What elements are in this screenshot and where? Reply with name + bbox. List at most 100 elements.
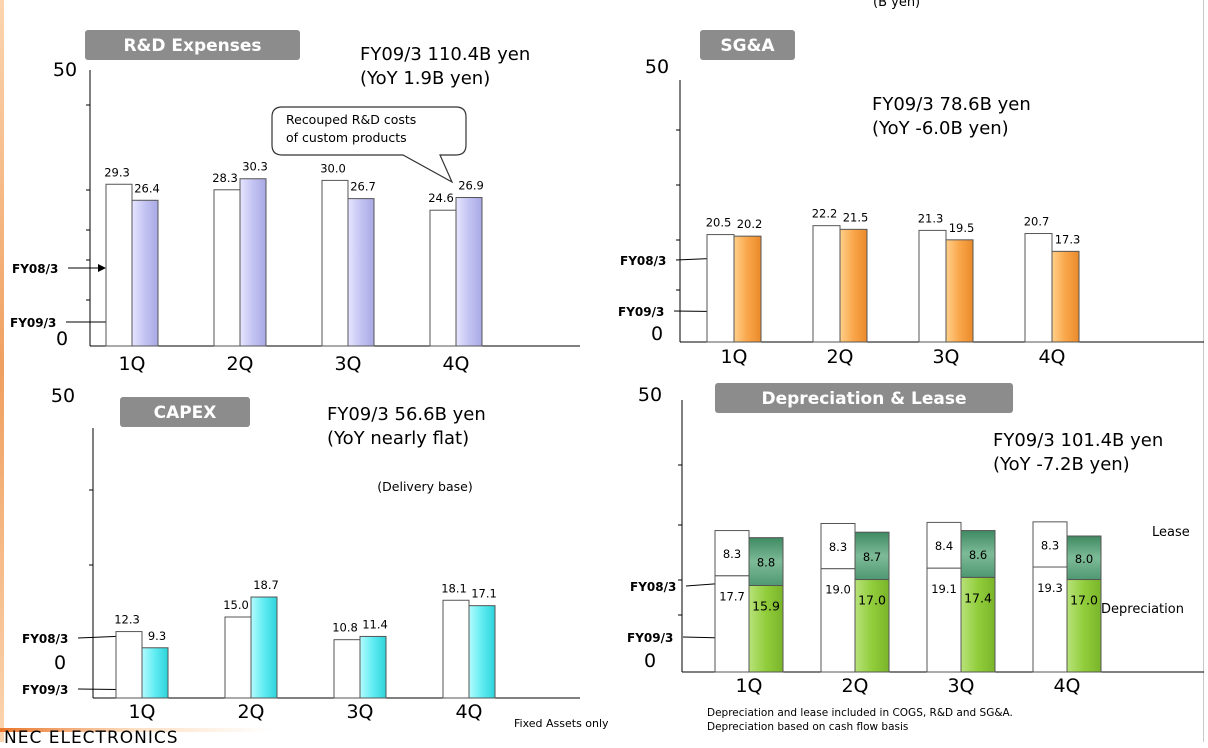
y-tick-label: 50 (645, 56, 669, 78)
bar-fy09 (733, 235, 762, 343)
y-tick-label: 50 (638, 384, 662, 406)
data-label-fy08: 30.0 (320, 161, 346, 175)
segment-label-depreciation: Depreciation (1101, 602, 1184, 617)
y-tick-label: 50 (53, 59, 77, 81)
chart-title: CAPEX (154, 403, 217, 423)
footnote: Depreciation and lease included in COGS,… (707, 707, 1013, 719)
data-label-fy09: 19.5 (949, 221, 975, 235)
annotation-yoy: (YoY -6.0B yen) (872, 118, 1009, 139)
x-tick-label: 2Q (226, 353, 253, 375)
annotation-yoy: (YoY -7.2B yen) (993, 454, 1130, 475)
data-label-fy08: 10.8 (332, 621, 358, 635)
x-tick-label: 3Q (932, 346, 959, 368)
bar-fy08 (429, 209, 457, 347)
x-tick-label: 1Q (128, 701, 155, 723)
x-tick-label: 4Q (442, 353, 469, 375)
bar-fy09 (250, 596, 278, 699)
unit-label: (B yen) (873, 0, 921, 10)
data-label-fy09-lease: 8.6 (969, 548, 987, 562)
bar-fy09 (839, 228, 868, 343)
data-label-fy08-lease: 8.3 (723, 547, 741, 561)
data-label-fy09-lease: 8.8 (757, 556, 775, 570)
bar-fy09 (468, 605, 496, 699)
data-label-fy09-lease: 8.7 (863, 550, 881, 564)
bar-fy08 (213, 189, 241, 347)
data-label-fy08: 20.5 (706, 216, 732, 230)
callout-text-line1: Recouped R&D costs (286, 112, 416, 127)
callout-text-line2: of custom products (286, 130, 407, 145)
bar-fy08 (321, 179, 349, 347)
bar-fy09 (141, 647, 169, 699)
x-tick-label: 2Q (237, 701, 264, 723)
bar-fy08 (1024, 233, 1053, 343)
data-label-fy09: 20.2 (737, 217, 763, 231)
y-tick-label: 0 (651, 323, 663, 345)
series-arrow-label: FY09/3 (627, 631, 673, 645)
data-label-fy09-depreciation: 17.4 (964, 590, 992, 605)
y-tick-label: 0 (644, 650, 656, 672)
chart-title-pill (120, 397, 250, 427)
bar-fy08 (224, 616, 252, 699)
bottom-accent-bar (0, 728, 270, 732)
chart-footnote: Fixed Assets only (514, 717, 609, 730)
data-label-fy08-lease: 8.4 (935, 539, 953, 553)
y-tick-label: 50 (51, 385, 75, 407)
bar-fy09 (347, 198, 375, 347)
data-label-fy09-lease: 8.0 (1075, 552, 1093, 566)
series-arrow-label: FY08/3 (22, 632, 68, 646)
annotation-total: FY09/3 78.6B yen (872, 94, 1031, 115)
segment-label-lease: Lease (1152, 525, 1190, 540)
bar-fy08-depreciation (820, 568, 856, 673)
bar-fy08-lease (820, 522, 856, 570)
data-label-fy09: 11.4 (362, 617, 388, 631)
data-label-fy08: 15.0 (223, 598, 249, 612)
data-label-fy09: 30.3 (242, 160, 268, 174)
data-label-fy09-depreciation: 17.0 (1070, 593, 1098, 608)
bar-fy08-depreciation (714, 575, 750, 673)
bar-fy08 (442, 599, 470, 699)
data-label-fy08: 21.3 (918, 211, 944, 225)
bar-fy09-depreciation (960, 576, 996, 673)
bar-fy08 (105, 183, 133, 347)
series-arrow-label: FY09/3 (22, 683, 68, 697)
x-tick-label: 2Q (826, 346, 853, 368)
data-label-fy09-depreciation: 15.9 (752, 599, 780, 614)
y-tick-label: 0 (54, 652, 66, 674)
x-tick-label: 3Q (334, 353, 361, 375)
bar-fy09-lease (960, 530, 996, 578)
bar-fy08 (115, 631, 143, 699)
x-tick-label: 1Q (118, 353, 145, 375)
footnote: Depreciation based on cash flow basis (707, 721, 908, 733)
bar-fy08-depreciation (926, 567, 962, 673)
data-label-fy09: 26.4 (134, 181, 160, 195)
bar-fy09 (239, 178, 267, 347)
series-arrow-label: FY09/3 (618, 305, 664, 319)
bar-fy09 (359, 635, 387, 699)
data-label-fy09: 26.9 (458, 179, 484, 193)
data-label-fy08: 28.3 (212, 171, 238, 185)
bar-fy09 (945, 239, 974, 343)
chart-title-pill (85, 30, 300, 60)
chart-title: Depreciation & Lease (762, 389, 967, 409)
data-label-fy08: 18.1 (441, 581, 467, 595)
x-tick-label: 2Q (841, 675, 868, 697)
bar-fy09-lease (1066, 535, 1102, 581)
annotation-total: FY09/3 101.4B yen (993, 430, 1163, 451)
annotation-total: FY09/3 110.4B yen (360, 44, 530, 65)
bar-fy09-lease (854, 531, 890, 581)
annotation-yoy: (YoY 1.9B yen) (360, 68, 490, 89)
series-arrow-label: FY09/3 (10, 316, 56, 330)
data-label-fy08-depreciation: 19.1 (931, 582, 957, 596)
data-label-fy09: 17.3 (1055, 232, 1081, 246)
data-label-fy08: 22.2 (812, 207, 838, 221)
chart-title-pill (700, 30, 795, 60)
bar-fy08-lease (926, 521, 962, 569)
right-divider (1203, 0, 1204, 742)
data-label-fy09: 17.1 (471, 587, 497, 601)
x-tick-label: 4Q (1053, 675, 1080, 697)
series-arrow-label: FY08/3 (630, 580, 676, 594)
chart-note: (Delivery base) (377, 479, 472, 494)
data-label-fy08: 29.3 (104, 165, 130, 179)
